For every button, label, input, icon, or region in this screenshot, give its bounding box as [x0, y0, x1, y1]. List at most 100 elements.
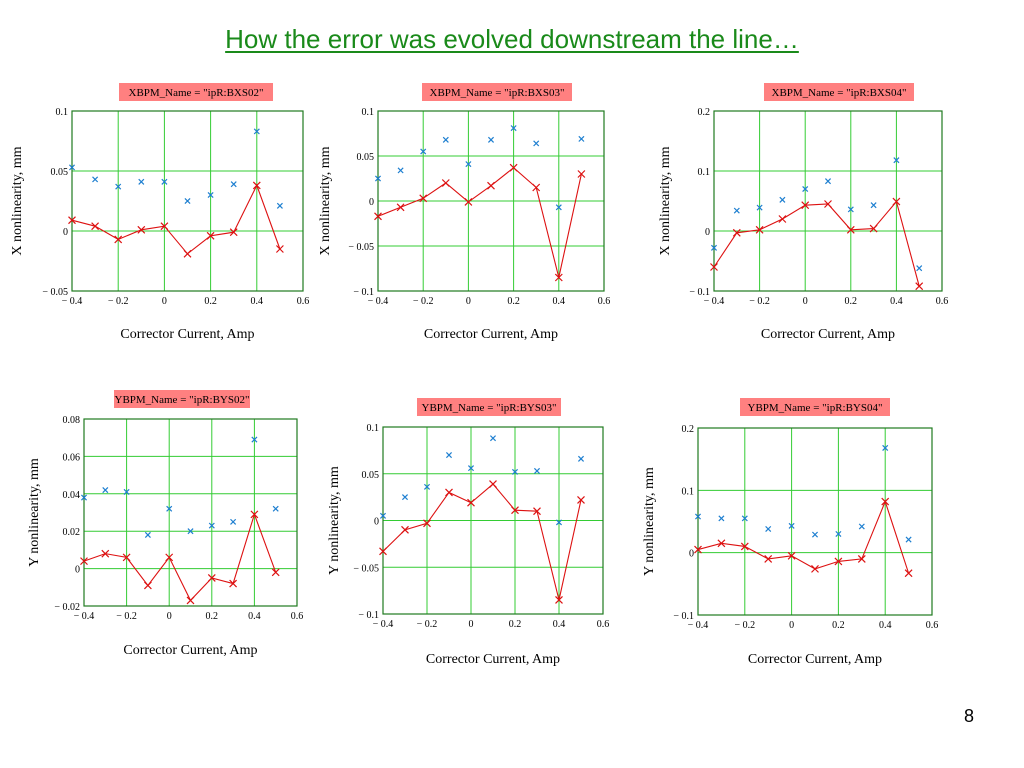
x-tick-label: 0.2: [206, 611, 219, 622]
bpm-label-box: [119, 83, 273, 101]
fit-point: [68, 216, 76, 225]
x-tick-label: 0: [167, 611, 172, 622]
fit-point: [467, 498, 475, 507]
raw-point: [420, 148, 427, 155]
bpm-label: XBPM_Name = "ipR:BXS04": [772, 87, 907, 99]
x-axis-label: Corrector Current, Amp: [426, 652, 560, 667]
series-group: [710, 157, 924, 291]
x-tick-label: 0.2: [507, 296, 520, 307]
page-number: 8: [963, 706, 974, 726]
x-axis-label: Corrector Current, Amp: [761, 327, 895, 342]
x-tick-label: 0: [789, 620, 794, 631]
raw-point: [788, 522, 795, 529]
raw-point: [824, 178, 832, 185]
fit-point: [183, 249, 192, 258]
raw-point: [779, 196, 786, 203]
x-axis-label: Corrector Current, Amp: [120, 327, 254, 342]
raw-point: [802, 185, 809, 193]
raw-point: [847, 206, 854, 213]
raw-point: [166, 505, 173, 512]
raw-point: [68, 164, 76, 171]
fit-point: [869, 224, 878, 233]
fit-point: [787, 551, 796, 560]
plot-frame: [697, 427, 933, 616]
series-group: [80, 436, 280, 605]
fit-point: [445, 488, 453, 497]
y-tick-label: − 0.1: [689, 287, 710, 298]
raw-point: [187, 528, 194, 535]
fit-point: [555, 596, 563, 604]
fit-point: [250, 510, 259, 519]
y-tick-label: 0.1: [682, 486, 695, 497]
y-tick-label: − 0.1: [673, 611, 694, 622]
fit-point: [811, 564, 819, 573]
x-tick-label: − 0.2: [413, 296, 434, 307]
y-tick-label: 0: [63, 227, 68, 238]
fit-point: [881, 497, 890, 506]
fit-point: [379, 547, 387, 556]
x-tick-label: − 0.2: [108, 296, 129, 307]
y-tick-label: 0.1: [362, 107, 375, 118]
y-tick-label: 0.05: [357, 152, 375, 163]
fit-point: [857, 554, 866, 563]
fit-point: [694, 545, 702, 554]
fit-point: [137, 225, 146, 234]
fit-point: [101, 549, 110, 558]
fit-point: [577, 496, 585, 504]
x-axis-label: Corrector Current, Amp: [424, 327, 558, 342]
plot-frame: [377, 110, 605, 292]
raw-point: [379, 512, 387, 519]
fit-point: [577, 170, 586, 178]
raw-point: [489, 435, 497, 442]
x-tick-label: 0.4: [248, 611, 261, 622]
series-group: [68, 128, 284, 258]
fit-point: [740, 542, 749, 551]
fit-line: [382, 483, 582, 601]
raw-point: [882, 444, 889, 451]
fit-point: [91, 222, 100, 231]
y-tick-label: 0.2: [698, 107, 711, 118]
bpm-label: XBPM_Name = "ipR:BXS02": [129, 87, 264, 99]
fit-line: [71, 184, 281, 255]
fit-point: [122, 553, 131, 562]
raw-point: [577, 455, 585, 462]
raw-point: [253, 128, 260, 135]
raw-point: [510, 125, 517, 132]
fit-point: [487, 181, 495, 190]
x-axis-label: Corrector Current, Amp: [748, 652, 882, 667]
raw-point: [423, 483, 431, 490]
raw-point: [102, 487, 109, 494]
x-tick-label: 0.2: [832, 620, 845, 631]
y-axis-label: X nonlinearity, mm: [10, 146, 25, 255]
fit-point: [915, 282, 924, 291]
fit-point: [904, 569, 913, 578]
raw-point: [92, 176, 99, 183]
raw-point: [858, 523, 865, 530]
x-tick-label: − 0.4: [688, 620, 709, 631]
fit-point: [160, 222, 169, 231]
raw-point: [533, 467, 541, 474]
fit-point: [511, 506, 519, 515]
fit-point: [732, 228, 741, 237]
raw-point: [401, 494, 409, 501]
bpm-label: YBPM_Name = "ipR:BYS02": [115, 394, 250, 406]
raw-point: [138, 178, 145, 185]
y-tick-label: 0: [374, 517, 379, 528]
fit-point: [755, 225, 764, 234]
fit-point: [554, 273, 563, 282]
bpm-label: YBPM_Name = "ipR:BYS04": [748, 402, 883, 414]
series-group: [379, 435, 585, 604]
raw-point: [374, 175, 382, 182]
y-tick-label: 0.1: [56, 107, 69, 118]
bpm-label-box: [114, 390, 250, 408]
y-axis-label: Y nonlinearity, mm: [327, 466, 342, 575]
raw-point: [741, 515, 748, 522]
raw-point: [835, 530, 842, 537]
x-tick-label: 0.6: [291, 611, 304, 622]
raw-point: [733, 207, 740, 214]
fit-point: [710, 263, 718, 271]
fit-line: [697, 499, 910, 574]
